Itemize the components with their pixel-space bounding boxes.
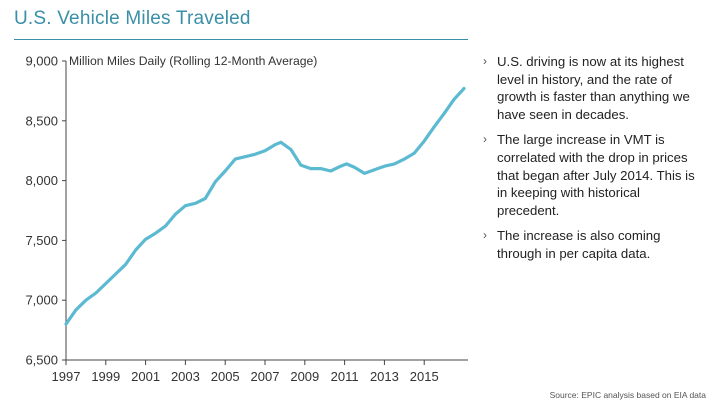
y-tick-label: 6,500 [25,353,58,368]
series-line-vmt [64,86,466,326]
series-layer [64,86,466,326]
x-tick-label: 2015 [410,369,439,384]
chevron-right-icon: › [483,54,487,68]
x-tick-label: 1999 [91,369,120,384]
commentary-text: The large increase in VMT is correlated … [497,132,695,218]
x-tick-label: 2013 [370,369,399,384]
x-tick-label: 2003 [171,369,200,384]
chevron-right-icon: › [483,132,487,147]
x-axis: 1997 1999 2001 2003 2005 2007 2009 2011 2013 2015 [52,359,468,384]
x-tick-label: 1997 [52,369,81,384]
x-tick-label: 2001 [131,369,160,384]
title-divider [14,39,468,40]
source-note: Source: EPIC analysis based on EIA data [549,390,706,400]
y-tick-label: 9,000 [25,54,58,69]
chart-subtitle: Million Miles Daily (Rolling 12-Month Av… [69,54,317,68]
chevron-right-icon: › [483,228,487,243]
x-tick-label: 2005 [211,369,240,384]
y-tick-label: 8,000 [25,173,58,188]
commentary-text: U.S. driving is now at its highest level… [497,54,690,122]
commentary-text: The increase is also coming through in p… [497,228,661,261]
line-chart: 9,000 8,500 8,000 7,500 7,000 6,500 1997 1999 2… [25,54,468,384]
y-tick-label: 7,000 [25,293,58,308]
commentary-item: › U.S. driving is now at its highest lev… [483,53,705,123]
commentary-list: › U.S. driving is now at its highest lev… [483,53,705,271]
x-tick-label: 2007 [251,369,280,384]
y-tick-label: 7,500 [25,233,58,248]
commentary-item: › The increase is also coming through in… [483,227,705,262]
y-axis: 9,000 8,500 8,000 7,500 7,000 6,500 [25,54,67,368]
commentary-item: › The large increase in VMT is correlate… [483,131,705,219]
y-tick-label: 8,500 [25,113,58,128]
chart-title: U.S. Vehicle Miles Traveled [14,8,251,29]
x-tick-label: 2009 [290,369,319,384]
x-tick-label: 2011 [331,369,359,384]
